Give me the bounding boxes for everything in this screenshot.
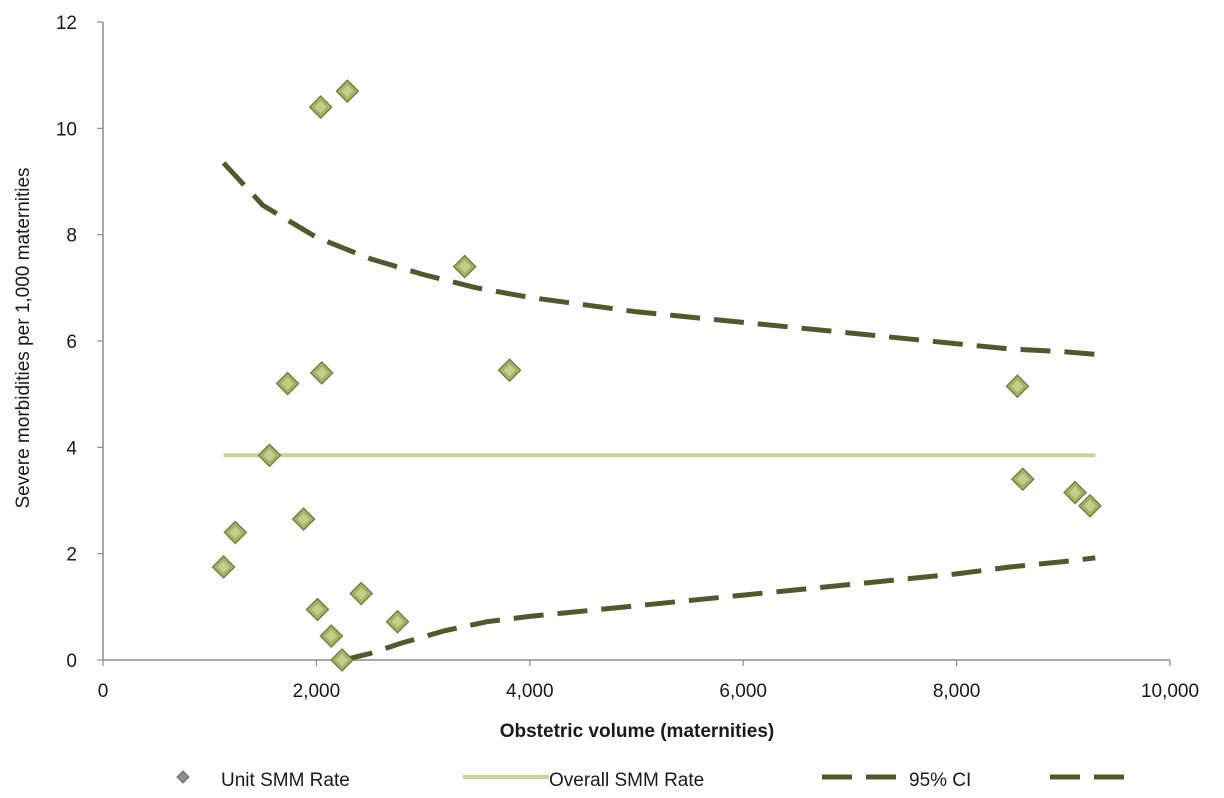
series-layer <box>211 79 1102 672</box>
y-tick-label: 10 <box>56 119 77 140</box>
unit-smm-point <box>275 371 300 396</box>
x-tick-label: 0 <box>98 681 109 702</box>
unit-smm-point <box>497 358 522 383</box>
unit-smm-point <box>335 79 360 104</box>
legend: Unit SMM Rate Overall SMM Rate 95% CI <box>176 770 1136 791</box>
legend-item: Unit SMM Rate <box>176 770 350 791</box>
unit-smm-point <box>319 624 344 648</box>
y-tick-label: 4 <box>66 438 77 459</box>
unit-smm-point <box>291 507 316 532</box>
unit-smm-point <box>385 609 410 634</box>
x-tick-label: 2,000 <box>293 681 341 702</box>
y-tick-label: 8 <box>66 226 77 247</box>
y-tick-label: 6 <box>66 332 77 353</box>
legend-item: Overall SMM Rate <box>463 770 704 791</box>
diamond-marker-icon <box>176 770 190 784</box>
ci-upper-line <box>221 161 1096 357</box>
unit-smm-point <box>211 555 236 579</box>
x-tick-label: 10,000 <box>1141 681 1199 702</box>
x-tick-label: 4,000 <box>506 681 554 702</box>
y-tick-label: 12 <box>56 13 77 34</box>
legend-label: Unit SMM Rate <box>221 770 350 791</box>
unit-smm-point <box>257 443 282 468</box>
unit-smm-point <box>330 648 354 672</box>
unit-smm-point <box>305 597 330 622</box>
unit-smm-point <box>1063 480 1087 505</box>
y-tick-label: 0 <box>66 651 77 672</box>
x-tick-label: 6,000 <box>719 681 767 702</box>
unit-smm-point <box>1010 467 1035 492</box>
unit-smm-point <box>308 95 333 119</box>
unit-smm-point <box>452 254 477 279</box>
y-axis: 0 2 4 6 8 10 12 <box>56 13 104 672</box>
unit-smm-point <box>223 520 248 545</box>
unit-smm-point <box>349 581 374 606</box>
legend-item: 95% CI <box>822 770 971 791</box>
ci-lower-line <box>342 555 1096 663</box>
legend-label: 95% CI <box>909 770 971 791</box>
unit-smm-point <box>309 360 334 385</box>
y-axis-title: Severe morbidities per 1,000 maternities <box>13 167 34 508</box>
x-axis: 0 2,000 4,000 6,000 8,000 10,000 <box>98 659 1199 702</box>
legend-label: Overall SMM Rate <box>549 770 704 791</box>
unit-smm-point <box>1005 374 1030 399</box>
unit-smm-point <box>1078 493 1102 518</box>
y-tick-label: 2 <box>66 545 77 566</box>
x-tick-label: 8,000 <box>933 681 981 702</box>
x-axis-title: Obstetric volume (maternities) <box>500 721 775 742</box>
